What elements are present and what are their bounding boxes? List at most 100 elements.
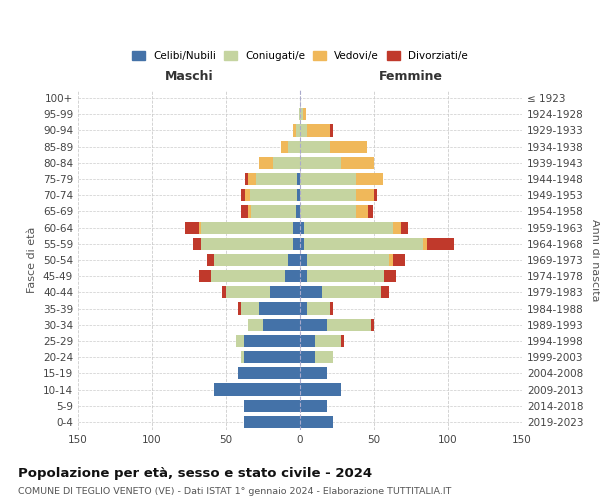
Text: Femmine: Femmine [379,70,443,83]
Bar [248,318,263,331]
Bar [238,368,300,380]
Text: COMUNE DI TEGLIO VENETO (VE) - Dati ISTAT 1° gennaio 2024 - Elaborazione TUTTITA: COMUNE DI TEGLIO VENETO (VE) - Dati ISTA… [18,488,451,496]
Bar [368,206,373,218]
Bar [300,254,307,266]
Bar [300,206,356,218]
Bar [285,270,300,282]
Bar [248,206,251,218]
Bar [263,318,300,331]
Bar [300,124,307,136]
Bar [300,302,307,314]
Bar [221,286,226,298]
Bar [307,254,389,266]
Bar [241,302,259,314]
Bar [238,302,241,314]
Bar [241,206,248,218]
Bar [304,222,393,234]
Bar [423,238,427,250]
Bar [241,351,244,363]
Bar [250,189,297,202]
Bar [245,173,248,185]
Text: Maschi: Maschi [164,70,214,83]
Bar [281,140,288,152]
Bar [245,189,250,202]
Bar [300,351,315,363]
Bar [193,238,201,250]
Bar [271,286,300,298]
Bar [326,318,371,331]
Bar [356,173,383,185]
Legend: Celibi/Nubili, Coniugati/e, Vedovi/e, Divorziati/e: Celibi/Nubili, Coniugati/e, Vedovi/e, Di… [129,48,471,64]
Bar [288,254,300,266]
Bar [307,124,329,136]
Bar [341,335,344,347]
Bar [244,351,300,363]
Bar [341,157,374,169]
Bar [300,384,341,396]
Bar [296,206,300,218]
Bar [293,222,300,234]
Bar [393,222,401,234]
Bar [329,124,332,136]
Bar [329,140,367,152]
Bar [244,416,300,428]
Bar [427,238,454,250]
Bar [371,318,374,331]
Bar [300,335,315,347]
Y-axis label: Fasce di età: Fasce di età [28,227,37,293]
Bar [300,286,322,298]
Bar [226,286,271,298]
Bar [293,238,300,250]
Bar [315,351,332,363]
Bar [293,124,296,136]
Bar [296,124,300,136]
Bar [256,173,297,185]
Bar [307,270,385,282]
Bar [199,222,201,234]
Bar [299,108,300,120]
Bar [211,270,285,282]
Bar [356,206,368,218]
Bar [274,157,300,169]
Bar [259,157,274,169]
Bar [300,157,341,169]
Bar [244,335,300,347]
Bar [300,173,356,185]
Bar [304,238,423,250]
Bar [393,254,405,266]
Bar [300,189,356,202]
Bar [300,222,304,234]
Bar [300,108,303,120]
Bar [236,335,244,347]
Bar [300,140,329,152]
Bar [297,173,300,185]
Bar [303,108,306,120]
Bar [201,222,293,234]
Bar [300,400,326,412]
Bar [300,416,332,428]
Bar [259,302,300,314]
Bar [356,189,374,202]
Bar [248,173,256,185]
Bar [207,254,214,266]
Bar [329,302,332,314]
Bar [315,335,341,347]
Bar [288,140,300,152]
Bar [185,222,199,234]
Bar [307,302,329,314]
Bar [374,189,377,202]
Bar [241,189,245,202]
Bar [389,254,393,266]
Bar [251,206,296,218]
Bar [297,189,300,202]
Bar [214,384,300,396]
Text: Popolazione per età, sesso e stato civile - 2024: Popolazione per età, sesso e stato civil… [18,468,372,480]
Bar [199,270,211,282]
Bar [300,368,326,380]
Bar [385,270,396,282]
Bar [300,270,307,282]
Bar [300,238,304,250]
Bar [382,286,389,298]
Bar [244,400,300,412]
Bar [201,238,293,250]
